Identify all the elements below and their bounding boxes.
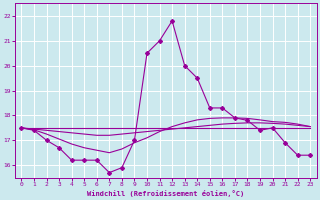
X-axis label: Windchill (Refroidissement éolien,°C): Windchill (Refroidissement éolien,°C) <box>87 190 244 197</box>
